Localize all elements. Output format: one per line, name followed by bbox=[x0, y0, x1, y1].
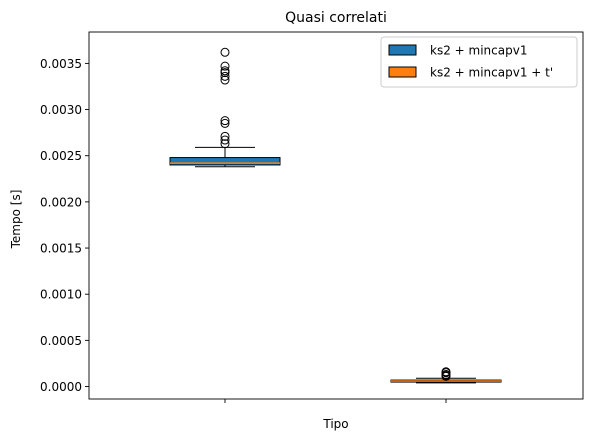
x-axis-label: Tipo bbox=[322, 417, 348, 431]
outlier-point bbox=[220, 47, 230, 57]
y-tick-label: 0.0015 bbox=[40, 242, 82, 256]
box-series bbox=[390, 367, 502, 384]
y-tick-label: 0.0025 bbox=[40, 149, 82, 163]
legend-frame bbox=[380, 36, 578, 88]
y-tick-label: 0.0005 bbox=[40, 334, 82, 348]
legend-swatch bbox=[388, 44, 417, 56]
y-tick-label: 0.0010 bbox=[40, 288, 82, 302]
chart-title: Quasi correlati bbox=[285, 10, 387, 26]
outlier-point bbox=[220, 131, 230, 141]
plot-area: 0.0000 0.0005 0.0010 0.0015 0.0020 0.0025 0.00… bbox=[40, 47, 502, 403]
legend-swatch bbox=[388, 66, 417, 78]
y-tick-label: 0.0035 bbox=[40, 57, 82, 71]
box-iqr bbox=[169, 157, 281, 166]
outlier-point bbox=[220, 75, 230, 85]
y-axis-label: Tempo [s] bbox=[9, 190, 23, 250]
plot-frame bbox=[88, 31, 584, 400]
outlier-point bbox=[220, 135, 230, 145]
outlier-point bbox=[441, 367, 451, 377]
outlier-point bbox=[220, 139, 230, 149]
outlier-point bbox=[220, 66, 230, 76]
outlier-point bbox=[220, 116, 230, 126]
outlier-point bbox=[220, 118, 230, 128]
y-tick-label: 0.0000 bbox=[40, 380, 82, 394]
outlier-point bbox=[220, 61, 230, 71]
legend-label: ks2 + mincapv1 bbox=[430, 44, 527, 58]
legend-label: ks2 + mincapv1 + t' bbox=[430, 66, 553, 80]
outlier-point bbox=[220, 71, 230, 81]
legend: ks2 + mincapv1 ks2 + mincapv1 + t' bbox=[380, 36, 578, 88]
y-tick-label: 0.0020 bbox=[40, 195, 82, 209]
box-series bbox=[169, 47, 281, 168]
y-tick-label: 0.0030 bbox=[40, 103, 82, 117]
